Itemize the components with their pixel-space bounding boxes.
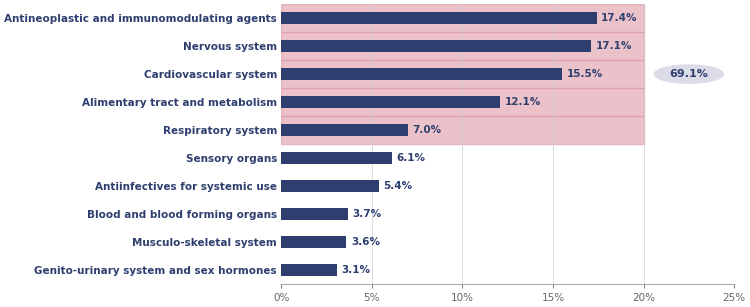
Text: 69.1%: 69.1% xyxy=(670,69,709,79)
Bar xyxy=(281,116,644,144)
Bar xyxy=(281,60,644,88)
Bar xyxy=(281,4,644,32)
Bar xyxy=(281,152,392,164)
Text: 17.4%: 17.4% xyxy=(601,13,638,23)
Bar xyxy=(281,12,596,25)
Bar xyxy=(281,88,644,116)
Bar xyxy=(281,4,644,144)
Ellipse shape xyxy=(655,65,724,83)
Bar xyxy=(281,124,408,136)
Bar xyxy=(281,235,346,248)
Text: 3.6%: 3.6% xyxy=(351,237,380,247)
Bar xyxy=(281,96,500,108)
Text: 15.5%: 15.5% xyxy=(566,69,603,79)
Text: 6.1%: 6.1% xyxy=(396,153,425,163)
Bar xyxy=(281,40,591,52)
Text: 7.0%: 7.0% xyxy=(413,125,442,135)
Bar xyxy=(281,180,379,192)
Bar xyxy=(281,208,348,220)
Text: 5.4%: 5.4% xyxy=(383,181,412,191)
Bar xyxy=(281,32,644,60)
Bar xyxy=(281,263,338,276)
Text: 17.1%: 17.1% xyxy=(596,41,632,51)
Text: 12.1%: 12.1% xyxy=(505,97,542,107)
Bar xyxy=(281,68,562,80)
Text: 3.1%: 3.1% xyxy=(342,265,370,275)
Text: 3.7%: 3.7% xyxy=(352,209,382,219)
